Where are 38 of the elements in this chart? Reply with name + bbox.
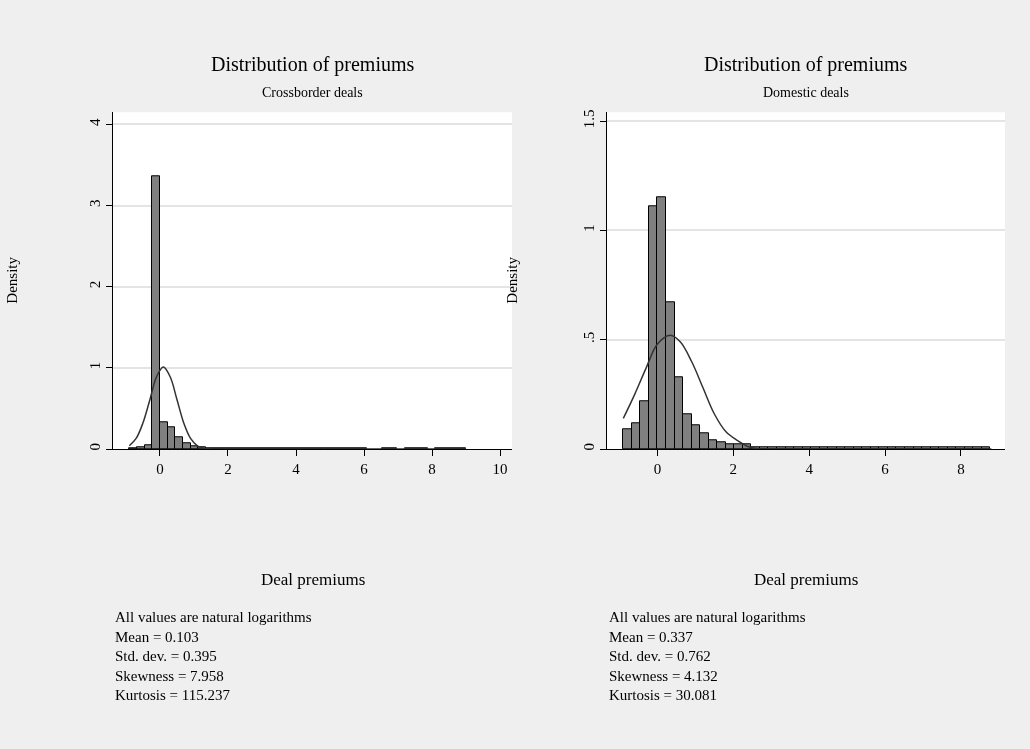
y-tick-label: 1.5 [581, 109, 597, 129]
y-axis-title: Density [4, 256, 21, 304]
y-axis-title: Density [504, 256, 521, 304]
y-tick-label: 3 [87, 199, 103, 208]
y-tick-label: 1 [581, 224, 597, 232]
y-tick-label: 4 [87, 117, 103, 126]
x-tick-label: 6 [881, 461, 890, 477]
x-tick-label: 4 [292, 461, 301, 477]
x-tick-label: 6 [360, 461, 369, 477]
x-tick-label: 8 [957, 461, 965, 477]
chart-subtitle: Domestic deals [763, 85, 849, 100]
x-tick-label: 2 [224, 461, 232, 477]
text: Mean = 0.337 [609, 628, 694, 645]
x-tick-label: 10 [492, 461, 508, 477]
y-tick-label: 0 [87, 443, 103, 451]
x-tick-label: 0 [156, 461, 164, 477]
y-tick-label: .5 [581, 331, 597, 344]
x-axis-title: Deal premiums [261, 570, 366, 589]
text: All values are natural logarithms [609, 609, 806, 625]
y-tick-label: 0 [581, 443, 597, 451]
x-axis-title: Deal premiums [754, 570, 859, 589]
y-tick-label: 1 [87, 361, 103, 370]
chart-subtitle: Crossborder deals [262, 85, 363, 100]
chart-title: Distribution of premiums [704, 53, 908, 76]
text: Skewness = 4.132 [609, 667, 718, 684]
x-tick-label: 0 [653, 461, 662, 477]
y-tick-label: 2 [87, 280, 103, 289]
x-tick-label: 2 [729, 461, 738, 477]
x-tick-label: 4 [805, 461, 814, 477]
text: Skewness = 7.958 [115, 667, 224, 684]
chart-title: Distribution of premiums [211, 53, 415, 76]
text: Std. dev. = 0.395 [115, 648, 217, 664]
text: Kurtosis = 115.237 [115, 687, 231, 703]
text: All values are natural logarithms [115, 609, 312, 625]
text: Kurtosis = 30.081 [609, 687, 718, 703]
text: Mean = 0.103 [115, 628, 199, 645]
x-tick-label: 8 [428, 461, 436, 477]
text: Std. dev. = 0.762 [609, 648, 711, 664]
